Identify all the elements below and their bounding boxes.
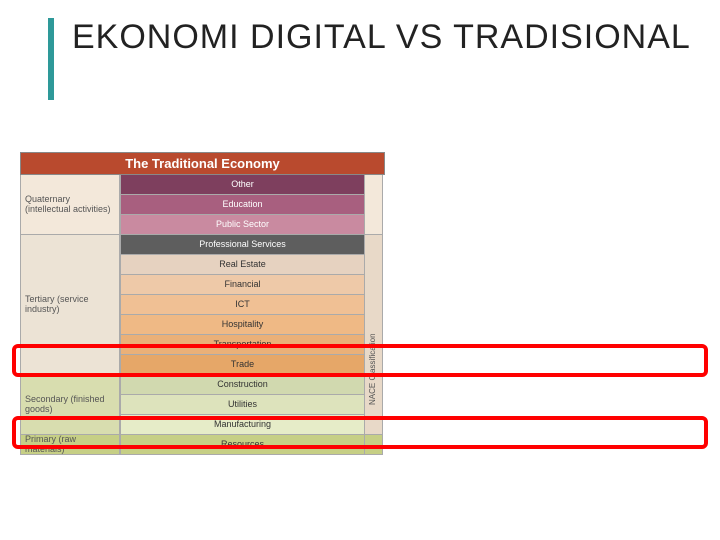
sector-cell: Real Estate (120, 255, 365, 275)
slide-title-area: EKONOMI DIGITAL VS TRADISIONAL (48, 18, 691, 100)
sector-cell: Financial (120, 275, 365, 295)
sector-cell: Other (120, 175, 365, 195)
nace-column: NACE Classification (365, 175, 385, 455)
sector-cell: Resources (120, 435, 365, 455)
title-accent-bar (48, 18, 54, 100)
sector-cell: Hospitality (120, 315, 365, 335)
category-cell: Quaternary (intellectual activities) (20, 175, 120, 235)
category-cell: Tertiary (service industry) (20, 235, 120, 375)
sector-cell: Transportation (120, 335, 365, 355)
sector-cell: Manufacturing (120, 415, 365, 435)
sector-cell: Professional Services (120, 235, 365, 255)
sector-cell: ICT (120, 295, 365, 315)
sector-cell: Trade (120, 355, 365, 375)
sector-cell: Construction (120, 375, 365, 395)
nace-label: NACE Classification (368, 333, 377, 405)
category-column: Quaternary (intellectual activities)Tert… (20, 175, 120, 455)
nace-band (365, 175, 383, 235)
diagram-grid: Quaternary (intellectual activities)Tert… (20, 175, 385, 455)
economy-diagram: The Traditional Economy Quaternary (inte… (20, 152, 385, 455)
sector-cell: Education (120, 195, 365, 215)
category-cell: Primary (raw materials) (20, 435, 120, 455)
slide-title: EKONOMI DIGITAL VS TRADISIONAL (72, 18, 691, 57)
sector-cell: Utilities (120, 395, 365, 415)
sector-column: OtherEducationPublic SectorProfessional … (120, 175, 365, 455)
nace-band (365, 435, 383, 455)
diagram-header: The Traditional Economy (20, 152, 385, 175)
category-cell: Secondary (finished goods) (20, 375, 120, 435)
sector-cell: Public Sector (120, 215, 365, 235)
